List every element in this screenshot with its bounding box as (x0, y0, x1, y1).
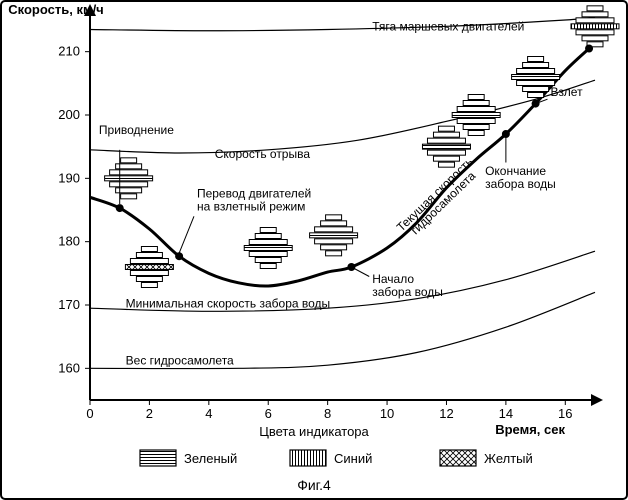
y-axis-label: Скорость, км/ч (8, 2, 103, 17)
legend-swatch-green (140, 450, 176, 466)
indicator-icon (125, 247, 173, 288)
x-axis-label: Время, сек (495, 422, 565, 437)
svg-text:16: 16 (558, 406, 572, 421)
svg-text:210: 210 (58, 44, 80, 59)
indicator-icon (571, 6, 619, 47)
svg-text:2: 2 (146, 406, 153, 421)
event-point-fullthrust (175, 252, 183, 260)
svg-text:200: 200 (58, 107, 80, 122)
svg-text:4: 4 (205, 406, 212, 421)
legend: Зеленый Синий Желтый (140, 450, 533, 466)
label-liftoff: Скорость отрыва (215, 147, 311, 161)
label-endintake: Окончаниезабора воды (485, 164, 556, 191)
indicator-icon (452, 95, 500, 136)
legend-label-blue: Синий (334, 451, 372, 466)
indicator-icon (105, 158, 153, 199)
label-startintake: Началозабора воды (372, 272, 443, 299)
label-takeoff: Взлет (550, 85, 583, 99)
label-current: Текущая скоростьгидросамолета (394, 155, 484, 243)
indicator-icon (244, 228, 292, 269)
figure-caption: Фиг.4 (297, 477, 331, 493)
event-point-touchdown (116, 204, 124, 212)
legend-title: Цвета индикатора (259, 424, 369, 439)
svg-text:10: 10 (380, 406, 394, 421)
legend-label-green: Зеленый (184, 451, 237, 466)
label-touchdown: Приводнение (99, 123, 174, 137)
event-point-final (585, 45, 593, 53)
label-fullthrust: Перевод двигателейна взлетный режим (197, 186, 311, 213)
legend-label-yellow: Желтый (484, 451, 533, 466)
figure: 0 2 4 6 8 10 12 14 16 160 170 180 190 200 210 Скорость,… (0, 0, 628, 500)
label-minspeed: Минимальная скорость забора воды (126, 296, 331, 310)
event-point-endintake (502, 130, 510, 138)
svg-text:160: 160 (58, 360, 80, 375)
chart-svg: 0 2 4 6 8 10 12 14 16 160 170 180 190 200 210 Скорость,… (0, 0, 628, 500)
svg-text:170: 170 (58, 297, 80, 312)
svg-text:0: 0 (86, 406, 93, 421)
label-thrust: Тяга маршевых двигателей (372, 19, 524, 33)
svg-text:190: 190 (58, 170, 80, 185)
svg-text:14: 14 (499, 406, 513, 421)
svg-text:180: 180 (58, 234, 80, 249)
label-weight: Вес гидросамолета (126, 353, 234, 367)
legend-swatch-blue (290, 450, 326, 466)
curve-liftoff (90, 80, 595, 153)
svg-text:6: 6 (265, 406, 272, 421)
indicator-icon (310, 215, 358, 256)
svg-text:8: 8 (324, 406, 331, 421)
svg-text:12: 12 (439, 406, 453, 421)
legend-swatch-yellow (440, 450, 476, 466)
